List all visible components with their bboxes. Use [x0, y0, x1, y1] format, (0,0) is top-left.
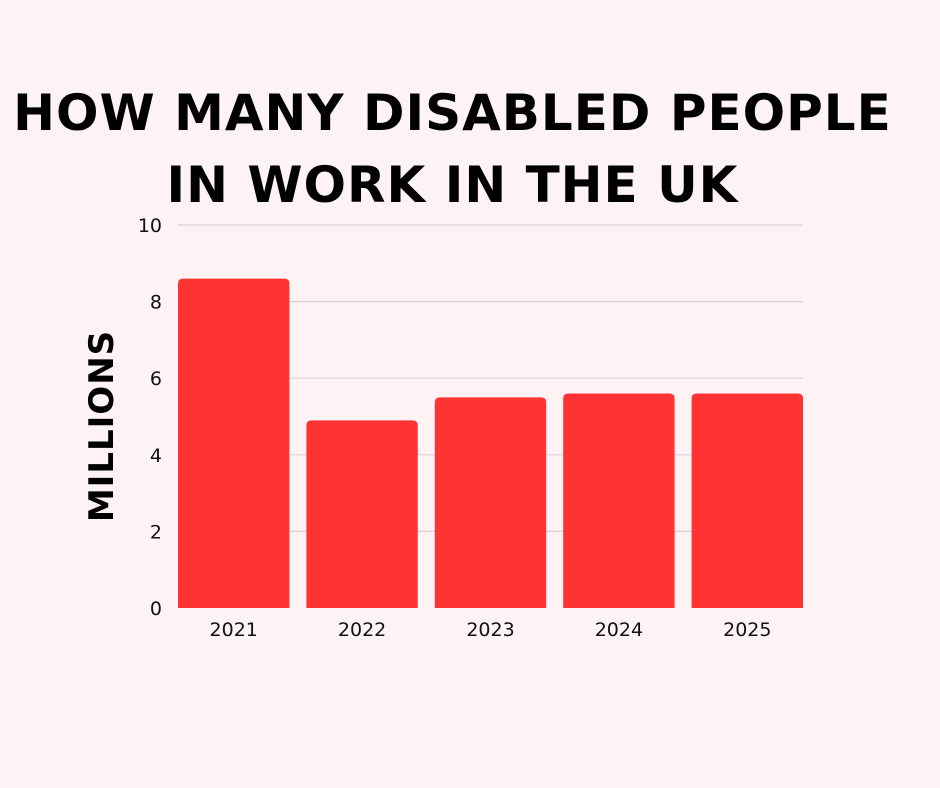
chart-title-line-2: IN WORK IN THE UK: [166, 156, 739, 214]
y-tick-label-2: 2: [150, 521, 162, 543]
y-tick-label-4: 4: [150, 445, 162, 467]
y-tick-label-0: 0: [150, 598, 162, 620]
x-tick-label-2022: 2022: [338, 619, 386, 641]
chart-title-line-1: HOW MANY DISABLED PEOPLE: [13, 84, 892, 142]
y-tick-label-6: 6: [150, 368, 162, 390]
x-tick-label-2023: 2023: [466, 619, 514, 641]
x-tick-label-2025: 2025: [723, 619, 771, 641]
x-tick-label-2021: 2021: [210, 619, 258, 641]
bar-2022: [306, 420, 418, 608]
bars: [178, 278, 803, 608]
y-axis-label: MILLIONS: [82, 330, 122, 522]
bar-2021: [178, 278, 290, 608]
y-tick-label-10: 10: [138, 215, 162, 237]
bar-2023: [434, 397, 547, 608]
bar-2024: [563, 393, 675, 608]
bar-2025: [691, 393, 803, 608]
x-tick-labels: 2021 2022 2023 2024 2025: [210, 619, 772, 641]
y-tick-labels: 0 2 4 6 8 10: [138, 215, 162, 620]
x-tick-label-2024: 2024: [595, 619, 643, 641]
y-tick-label-8: 8: [150, 292, 162, 314]
